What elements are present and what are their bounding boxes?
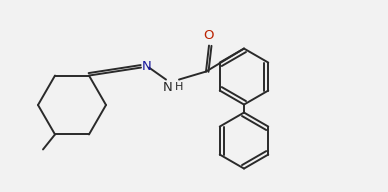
- Text: O: O: [204, 29, 214, 41]
- Text: N: N: [142, 60, 152, 73]
- Text: H: H: [175, 82, 184, 92]
- Text: N: N: [163, 81, 173, 94]
